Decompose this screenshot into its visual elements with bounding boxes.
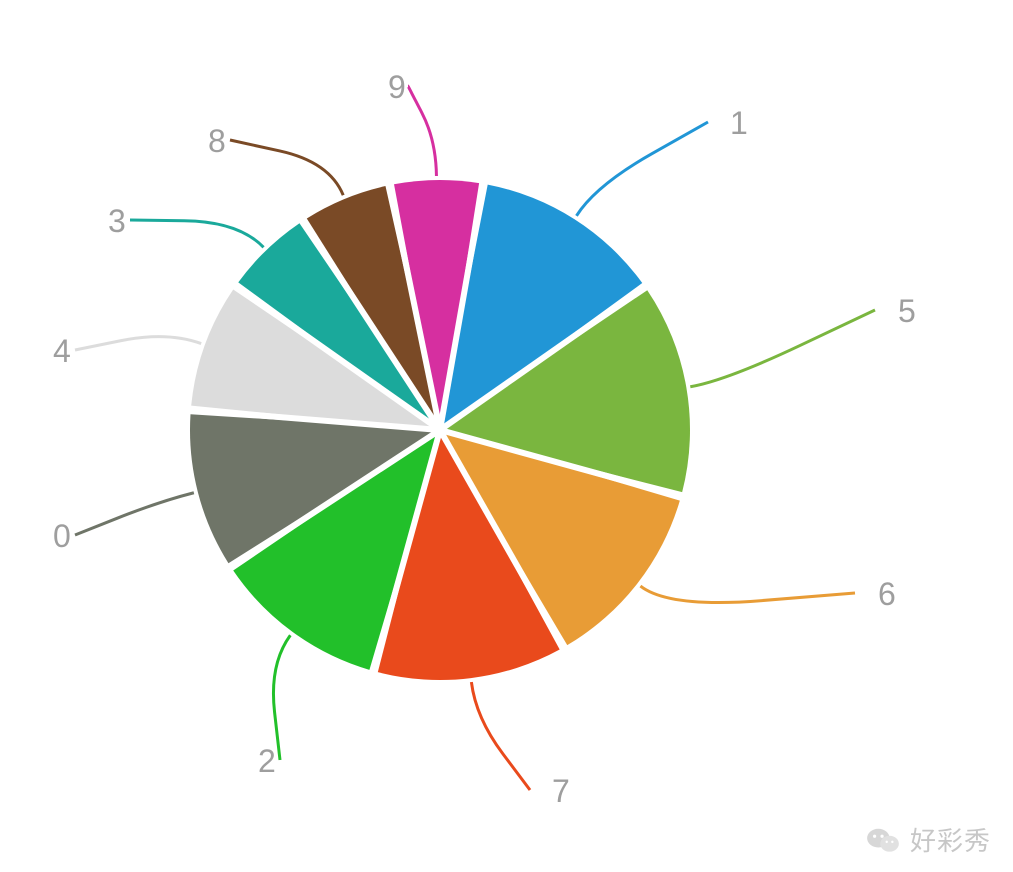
slice-label-3: 3 xyxy=(108,203,126,239)
slice-label-7: 7 xyxy=(552,773,570,809)
leader-line-8 xyxy=(230,140,343,195)
leader-line-4 xyxy=(75,337,201,350)
wechat-icon xyxy=(866,826,900,854)
leader-line-6 xyxy=(640,586,855,602)
leader-line-5 xyxy=(690,310,875,387)
leader-line-7 xyxy=(471,682,530,790)
watermark-text: 好彩秀 xyxy=(910,821,991,858)
slice-label-4: 4 xyxy=(53,333,71,369)
slice-label-8: 8 xyxy=(208,123,226,159)
pie-chart: 1 5 6 7 2 0 4 3 8 9 xyxy=(0,0,1013,872)
leader-line-3 xyxy=(130,220,264,247)
slice-label-0: 0 xyxy=(53,518,71,554)
leader-line-2 xyxy=(273,635,290,760)
leader-line-9 xyxy=(408,86,436,176)
leader-line-0 xyxy=(75,493,194,535)
slice-label-5: 5 xyxy=(898,293,916,329)
watermark: 好彩秀 xyxy=(866,821,991,858)
slice-label-1: 1 xyxy=(730,105,748,141)
leader-line-1 xyxy=(576,122,708,216)
slice-label-6: 6 xyxy=(878,576,896,612)
slice-label-2: 2 xyxy=(258,743,276,779)
slice-label-9: 9 xyxy=(388,69,406,105)
